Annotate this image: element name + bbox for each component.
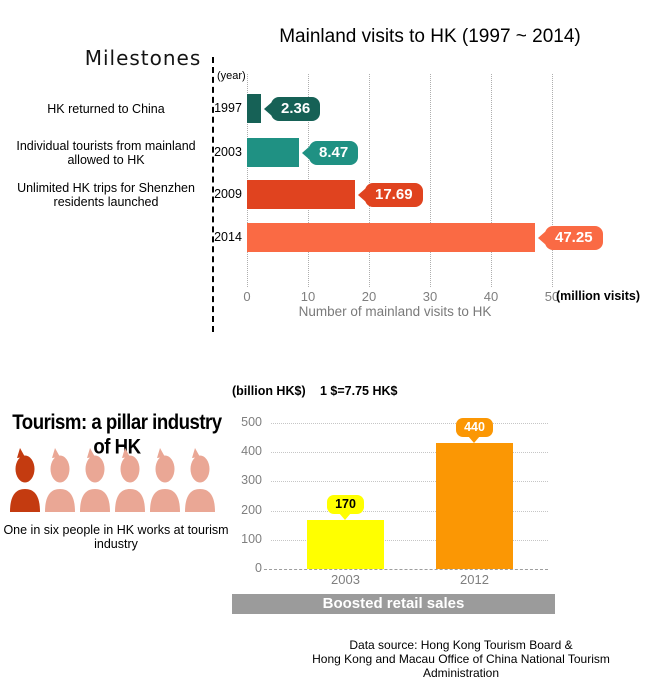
source-line: Administration — [422, 666, 500, 681]
visits-row: 8.47 — [247, 138, 359, 167]
gridline-200 — [271, 511, 548, 512]
visits-row: 2.36 — [247, 94, 321, 123]
x-unit-label: (million visits) — [556, 289, 641, 303]
gridline-30 — [430, 74, 431, 287]
milestone-label-1997: HK returned to China — [4, 102, 208, 116]
gridline-500 — [271, 423, 548, 424]
visits-row: 47.25 — [247, 223, 603, 252]
source-line: Hong Kong and Macau Office of China Nati… — [312, 652, 610, 667]
milestone-line: allowed to HK — [67, 153, 145, 167]
value-callout: 440 — [456, 418, 493, 437]
gridline-400 — [271, 452, 548, 453]
gridline-50 — [552, 74, 553, 287]
x-tick: 0 — [243, 289, 251, 304]
milestone-line: Individual tourists from mainland — [16, 139, 196, 153]
people-icons-row — [8, 447, 217, 513]
y-tick: 300 — [241, 473, 262, 487]
x-tick: 10 — [300, 289, 316, 304]
visits-row: 17.69 — [247, 180, 423, 209]
top-chart-title: Mainland visits to HK (1997 ~ 2014) — [279, 26, 581, 47]
year-label-2009: 2009 — [214, 187, 242, 201]
retail-bar — [307, 520, 384, 569]
milestones-heading: Milestones — [84, 46, 202, 70]
milestones-divider-dashed-line — [212, 57, 214, 332]
value-callout: 17.69 — [365, 182, 423, 207]
gridline-20 — [369, 74, 370, 287]
data-source-note: Data source: Hong Kong Tourism Board & H… — [275, 638, 647, 680]
source-line: Data source: Hong Kong Tourism Board & — [349, 638, 573, 652]
y-tick: 500 — [241, 415, 262, 429]
milestone-label-2009: Unlimited HK trips for Shenzhen resident… — [4, 181, 208, 209]
tourism-caption: One in six people in HK works at tourism… — [0, 523, 232, 552]
value-callout: 47.25 — [545, 225, 603, 250]
gridline-40 — [491, 74, 492, 287]
year-label-1997: 1997 — [214, 101, 242, 115]
visits-bar — [247, 94, 261, 123]
x-tick: 40 — [483, 289, 499, 304]
person-icon — [115, 448, 145, 512]
retail-column: 440 — [436, 418, 513, 569]
x-tick: 30 — [422, 289, 438, 304]
baseline — [264, 569, 548, 570]
x-tick: 20 — [361, 289, 377, 304]
retail-bar — [436, 443, 513, 569]
value-callout: 8.47 — [309, 140, 359, 165]
y-tick: 0 — [255, 561, 262, 575]
caption-line: industry — [94, 537, 138, 552]
x-tick: 50 — [544, 289, 560, 304]
retail-x-label: 2012 — [460, 572, 489, 587]
milestone-line: Unlimited HK trips for Shenzhen — [17, 181, 195, 195]
y-tick: 200 — [241, 503, 262, 517]
retail-x-label: 2003 — [331, 572, 360, 587]
visits-bar — [247, 180, 355, 209]
year-axis-label: (year) — [217, 70, 246, 82]
milestone-label-2003: Individual tourists from mainland allowe… — [4, 139, 208, 167]
x-axis-title: Number of mainland visits to HK — [298, 304, 492, 319]
caption-line: One in six people in HK works at tourism — [3, 523, 229, 537]
retail-column: 170 — [307, 495, 384, 569]
value-callout: 170 — [327, 495, 364, 514]
person-icon — [10, 448, 40, 512]
person-icon — [150, 448, 180, 512]
person-icon — [185, 448, 215, 512]
visits-bar — [247, 223, 535, 252]
y-tick: 400 — [241, 444, 262, 458]
y-tick: 100 — [241, 532, 262, 546]
boosted-retail-sales-banner: Boosted retail sales — [232, 594, 555, 614]
person-icon — [45, 448, 75, 512]
visits-bar — [247, 138, 299, 167]
exchange-rate-note: 1 $=7.75 HK$ — [320, 384, 398, 398]
person-icon — [80, 448, 110, 512]
milestone-line: residents launched — [53, 195, 159, 209]
gridline-100 — [271, 540, 548, 541]
milestone-line: HK returned to China — [47, 102, 165, 116]
value-callout: 2.36 — [271, 96, 321, 121]
retail-unit-label: (billion HK$) — [232, 384, 306, 398]
year-label-2014: 2014 — [214, 230, 242, 244]
gridline-300 — [271, 481, 548, 482]
year-label-2003: 2003 — [214, 145, 242, 159]
tourism-heading: Tourism: a pillar industry of HK — [12, 411, 222, 460]
